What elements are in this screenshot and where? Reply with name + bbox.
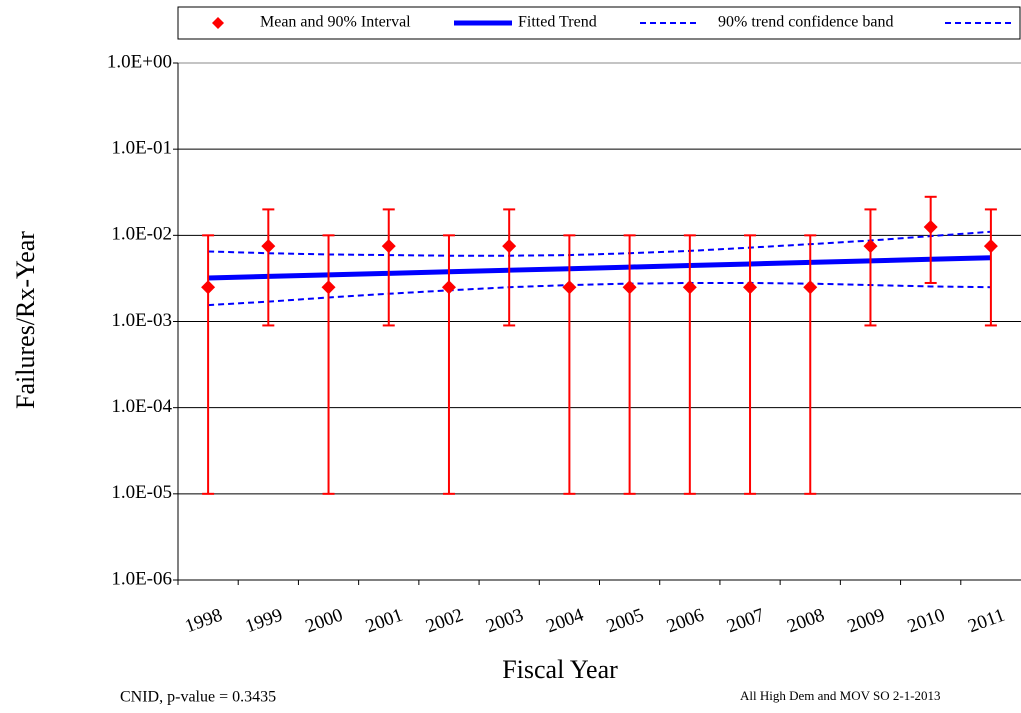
y-tick-label: 1.0E-04	[111, 396, 172, 417]
band-upper	[208, 230, 991, 257]
mean-marker	[743, 280, 758, 295]
mean-marker	[983, 239, 998, 254]
x-tick-label: 1999	[242, 605, 285, 638]
band-lower	[208, 281, 991, 307]
trend-line	[208, 255, 991, 281]
x-tick-label: 2010	[905, 605, 948, 638]
x-tick-label: 2009	[845, 605, 888, 638]
x-tick-label: 2003	[483, 605, 526, 638]
mean-marker	[863, 239, 878, 254]
y-tick-label: 1.0E-01	[111, 138, 172, 159]
y-tick-label: 1.0E-03	[111, 310, 172, 331]
mean-marker	[923, 219, 938, 234]
x-tick-label: 2002	[423, 605, 466, 638]
x-axis-label: Fiscal Year	[502, 655, 618, 684]
x-tick-label: 2007	[724, 605, 767, 638]
mean-marker	[622, 280, 637, 295]
x-tick-label: 2011	[965, 605, 1007, 637]
y-tick-label: 1.0E+00	[107, 51, 172, 72]
legend-box	[177, 6, 1021, 40]
x-tick-label: 2005	[604, 605, 647, 638]
y-axis-label: Failures/Rx-Year	[11, 231, 40, 409]
mean-marker	[562, 280, 577, 295]
x-tick-label: 2000	[303, 605, 346, 638]
mean-marker	[682, 280, 697, 295]
legend-label: Fitted Trend	[518, 14, 597, 31]
y-tick-label: 1.0E-02	[111, 224, 172, 245]
mean-marker	[441, 280, 456, 295]
x-tick-label: 2006	[664, 605, 707, 638]
mean-marker	[502, 239, 517, 254]
legend-label: 90% trend confidence band	[718, 14, 893, 31]
mean-marker	[261, 239, 276, 254]
x-tick-label: 1998	[182, 605, 225, 638]
annotation: CNID, p-value = 0.3435	[120, 689, 276, 706]
y-tick-label: 1.0E-05	[111, 482, 172, 503]
x-tick-label: 2001	[363, 605, 406, 638]
annotation: All High Dem and MOV SO 2-1-2013	[740, 688, 941, 703]
mean-marker	[201, 280, 216, 295]
y-tick-label: 1.0E-06	[111, 568, 172, 589]
mean-marker	[803, 280, 818, 295]
x-tick-label: 2008	[784, 605, 827, 638]
legend-label: Mean and 90% Interval	[260, 14, 411, 31]
x-tick-label: 2004	[544, 604, 587, 637]
mean-marker	[321, 280, 336, 295]
mean-marker	[381, 239, 396, 254]
legend-marker	[212, 17, 224, 29]
